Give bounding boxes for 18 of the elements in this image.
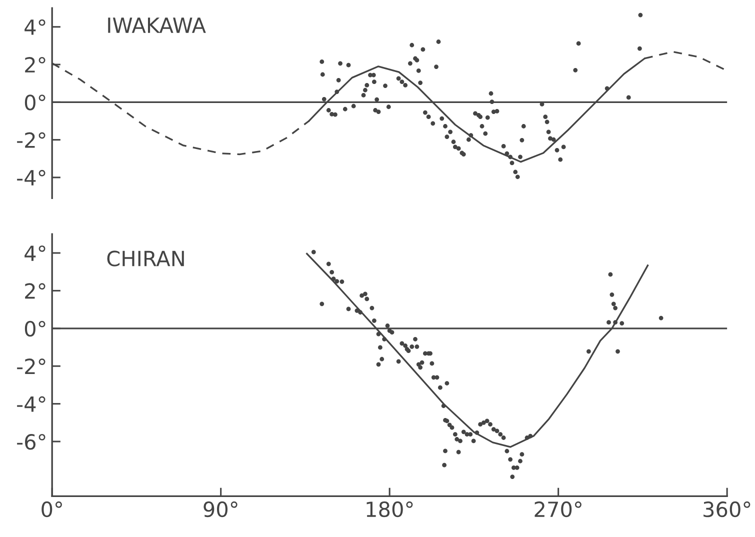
y-tick-label: -2° (17, 358, 46, 374)
text: CHIRAN (107, 250, 184, 266)
y-tick-label: 2° (25, 56, 46, 72)
y-tick-label: -4° (17, 396, 46, 412)
y-tick-label: -2° (17, 132, 46, 148)
x-tick-label: 270° (534, 501, 582, 518)
x-tick-label: 90° (204, 501, 238, 518)
y-tick-label: -6° (17, 434, 46, 450)
x-tick-label: 0° (42, 501, 62, 518)
x-tick-label: 180° (366, 501, 413, 518)
y-tick-label: 2° (25, 283, 46, 299)
y-tick-label: 4° (24, 245, 46, 261)
y-tick-label: -4° (17, 170, 46, 186)
x-tick-label: 360° (704, 501, 750, 518)
y-tick-label: 0° (24, 94, 46, 110)
y-tick-label: 0° (24, 320, 46, 337)
y-tick-label: 4° (24, 19, 46, 35)
chart-title: IWAKAWA (108, 18, 206, 33)
